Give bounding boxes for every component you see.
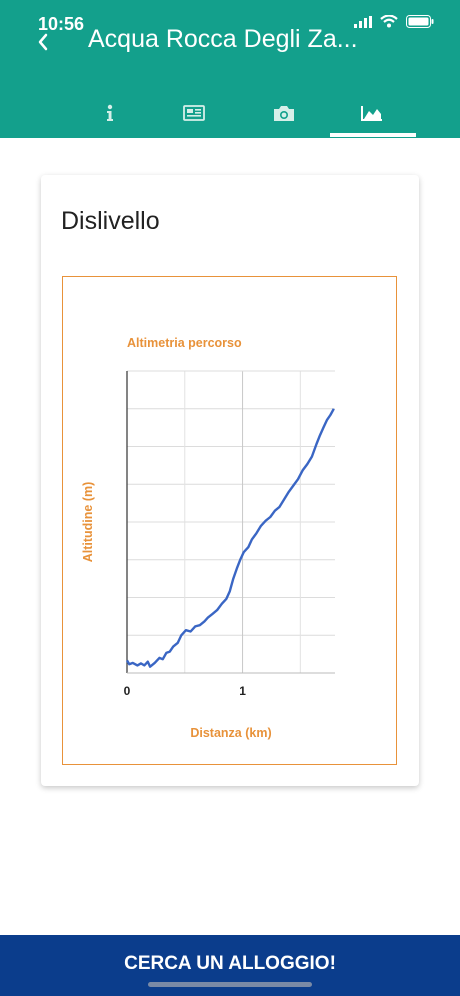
chart-title: Altimetria percorso bbox=[127, 336, 242, 350]
newspaper-icon bbox=[183, 105, 205, 121]
app-header: 10:56 Acqua Rocca Degli Za... bbox=[0, 0, 460, 138]
elevation-card: Dislivello 0 1 Altimetria percorso Distanza… bbox=[41, 175, 419, 786]
card-title: Dislivello bbox=[61, 207, 160, 235]
elevation-chart: 0 1 Altimetria percorso Distanza (km) Altitu… bbox=[62, 276, 397, 765]
back-button[interactable] bbox=[32, 26, 60, 58]
chevron-left-icon bbox=[38, 33, 48, 51]
camera-icon bbox=[274, 105, 294, 121]
chart-x-tick-label: 0 bbox=[124, 684, 131, 698]
search-accommodation-label: CERCA UN ALLOGGIO! bbox=[124, 952, 336, 974]
status-icons bbox=[354, 15, 434, 28]
chart-y-axis-label: Altitudine (m) bbox=[81, 482, 95, 563]
tab-news[interactable] bbox=[152, 88, 236, 138]
elevation-chart-icon bbox=[361, 106, 382, 121]
tab-elevation[interactable] bbox=[330, 88, 414, 138]
tab-bar bbox=[0, 88, 460, 138]
tab-info[interactable] bbox=[68, 88, 152, 138]
status-time: 10:56 bbox=[38, 14, 85, 34]
battery-icon bbox=[406, 15, 434, 28]
home-indicator bbox=[148, 982, 312, 987]
elevation-chart-svg: 0 1 Altimetria percorso Distanza (km) Altitu… bbox=[81, 336, 335, 740]
page-title: Acqua Rocca Degli Za... bbox=[88, 25, 358, 53]
chart-x-axis-label: Distanza (km) bbox=[190, 726, 271, 740]
wifi-icon bbox=[380, 15, 398, 28]
chart-x-tick-label: 1 bbox=[239, 684, 246, 698]
selected-tab-indicator bbox=[330, 133, 416, 137]
info-icon bbox=[107, 104, 113, 121]
tab-photos[interactable] bbox=[242, 88, 326, 138]
chart-series-line-0 bbox=[125, 408, 335, 668]
signal-icon bbox=[354, 15, 372, 28]
